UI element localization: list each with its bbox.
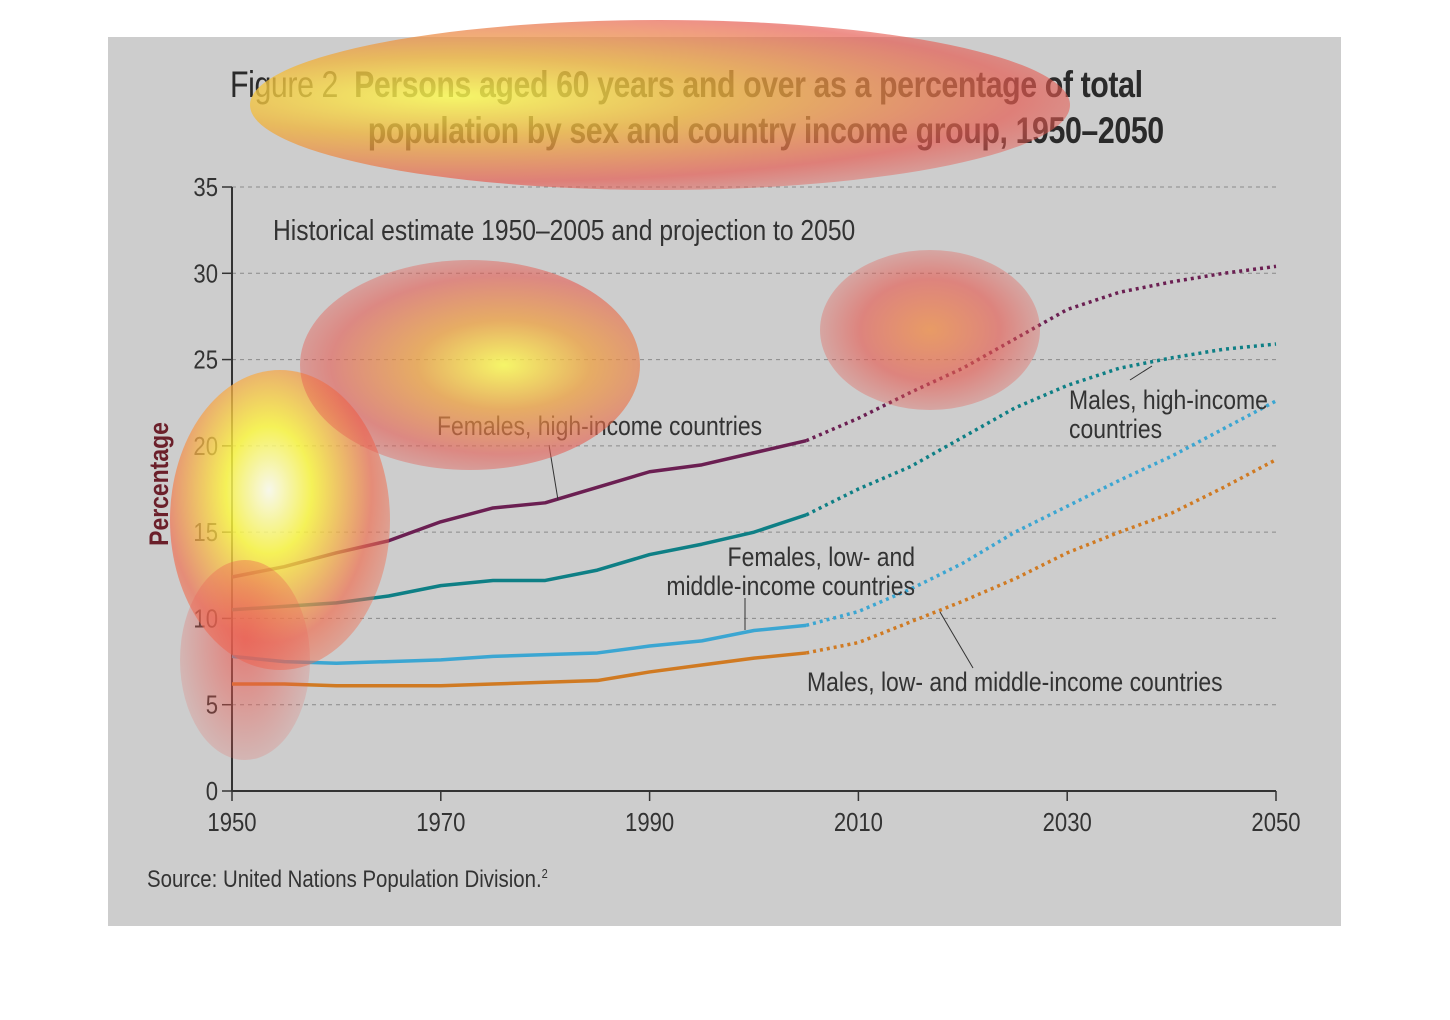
x-tick-label: 1950 (207, 808, 256, 837)
source-footnote: 2 (541, 866, 548, 881)
y-tick-label: 15 (193, 519, 218, 548)
series-line-historical (231, 438, 807, 579)
leader-line (1129, 365, 1153, 381)
annotation-females-lmi: Females, low- and (728, 542, 915, 572)
annotation-females-lmi: middle-income countries (666, 571, 915, 601)
y-tick-label: 35 (193, 173, 218, 202)
y-tick-label: 30 (193, 260, 218, 289)
annotation-males-high-income: countries (1069, 414, 1162, 444)
source-note: Source: United Nations Population Divisi… (147, 866, 548, 894)
y-tick-label: 20 (193, 432, 218, 461)
x-tick-label: 2010 (834, 808, 883, 837)
annotation-males-lmi: Males, low- and middle-income countries (807, 667, 1223, 697)
series-line-historical (232, 651, 807, 688)
source-text: Source: United Nations Population Divisi… (147, 866, 542, 893)
chart-subtitle: Historical estimate 1950–2005 and projec… (273, 214, 855, 246)
series-line-projection (805, 342, 1277, 517)
annotation-males-high-income: Males, high-income (1069, 385, 1268, 415)
series-line-projection (805, 458, 1277, 655)
series-line-historical (231, 623, 807, 666)
y-axis-label: Percentage (144, 422, 174, 546)
x-tick-label: 2050 (1251, 808, 1300, 837)
y-tick-label: 5 (206, 691, 218, 720)
x-tick-label: 1990 (625, 808, 674, 837)
y-tick-label: 0 (206, 777, 218, 806)
leader-line (939, 611, 974, 669)
x-tick-label: 2030 (1043, 808, 1092, 837)
y-tick-label: 25 (193, 346, 218, 375)
x-tick-label: 1970 (416, 808, 465, 837)
leader-line (548, 444, 559, 501)
y-tick-label: 10 (193, 605, 218, 634)
annotation-females-high-income: Females, high-income countries (437, 411, 762, 441)
